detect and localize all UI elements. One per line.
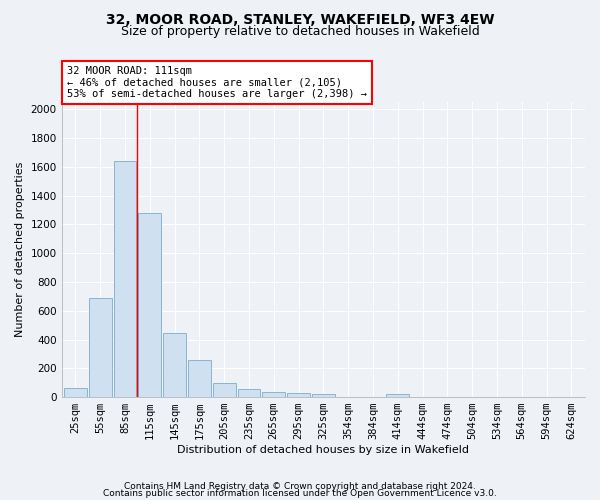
Bar bbox=[213, 384, 236, 397]
Bar bbox=[139, 213, 161, 397]
Bar bbox=[238, 389, 260, 397]
Text: Size of property relative to detached houses in Wakefield: Size of property relative to detached ho… bbox=[121, 25, 479, 38]
Y-axis label: Number of detached properties: Number of detached properties bbox=[15, 162, 25, 338]
Text: Contains public sector information licensed under the Open Government Licence v3: Contains public sector information licen… bbox=[103, 490, 497, 498]
Text: 32 MOOR ROAD: 111sqm
← 46% of detached houses are smaller (2,105)
53% of semi-de: 32 MOOR ROAD: 111sqm ← 46% of detached h… bbox=[67, 66, 367, 99]
Bar bbox=[287, 394, 310, 397]
Text: 32, MOOR ROAD, STANLEY, WAKEFIELD, WF3 4EW: 32, MOOR ROAD, STANLEY, WAKEFIELD, WF3 4… bbox=[106, 12, 494, 26]
Bar bbox=[89, 298, 112, 397]
Bar bbox=[64, 388, 87, 397]
Bar bbox=[163, 333, 186, 397]
Bar bbox=[386, 394, 409, 397]
Bar bbox=[262, 392, 285, 397]
Text: Contains HM Land Registry data © Crown copyright and database right 2024.: Contains HM Land Registry data © Crown c… bbox=[124, 482, 476, 491]
Bar bbox=[188, 360, 211, 397]
Bar bbox=[113, 161, 136, 397]
X-axis label: Distribution of detached houses by size in Wakefield: Distribution of detached houses by size … bbox=[178, 445, 469, 455]
Bar bbox=[312, 394, 335, 397]
